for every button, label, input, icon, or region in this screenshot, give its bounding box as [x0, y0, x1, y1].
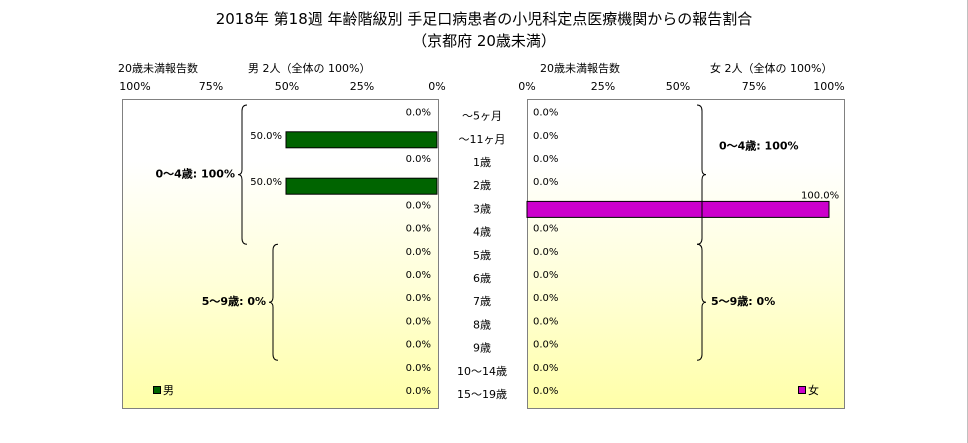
male-summary: 男 2人（全体の 100%） [248, 62, 371, 75]
female-data-label: 100.0% [801, 190, 839, 201]
right-tick-0: 0% [518, 80, 536, 93]
female-data-label: 0.0% [533, 247, 558, 258]
male-data-label: 0.0% [406, 247, 431, 258]
male-group-label: 0～4歳: 100% [155, 167, 235, 181]
male-group-brace [268, 243, 279, 361]
category-label: 9歳 [473, 342, 491, 355]
male-data-label: 0.0% [406, 270, 431, 281]
male-data-label: 0.0% [406, 293, 431, 304]
female-legend-label: 女 [808, 384, 819, 397]
female-plot-area [527, 99, 845, 409]
right-tick-75: 75% [741, 80, 767, 93]
category-label: 2歳 [473, 179, 491, 192]
male-legend-label: 男 [163, 384, 174, 397]
female-legend: 女 [798, 382, 819, 398]
category-label: 1歳 [473, 156, 491, 169]
male-group-brace [237, 104, 248, 245]
male-plot-area [122, 99, 439, 409]
female-group-brace [696, 243, 707, 361]
category-label: 6歳 [473, 272, 491, 285]
left-tick-100: 100% [119, 80, 151, 93]
male-data-label: 0.0% [406, 363, 431, 374]
male-data-label: 0.0% [406, 386, 431, 397]
category-label: 10～14歳 [457, 365, 507, 378]
left-tick-75: 75% [198, 80, 224, 93]
female-data-label: 0.0% [533, 224, 558, 235]
male-data-label: 50.0% [250, 177, 282, 188]
male-data-label: 0.0% [406, 108, 431, 119]
chart-title: 2018年 第18週 年齢階級別 手足口病患者の小児科定点医療機関からの報告割合 [215, 10, 753, 28]
male-group-label: 5～9歳: 0% [202, 294, 266, 308]
female-summary: 女 2人（全体の 100%） [710, 62, 833, 75]
female-data-label: 0.0% [533, 293, 558, 304]
category-label: 15～19歳 [457, 388, 507, 401]
female-group-brace [696, 104, 707, 245]
male-data-label: 0.0% [406, 340, 431, 351]
male-bar [285, 177, 438, 195]
left-tick-0: 0% [428, 80, 446, 93]
female-data-label: 0.0% [533, 154, 558, 165]
male-data-label: 50.0% [250, 131, 282, 142]
male-legend-swatch [153, 386, 161, 394]
category-label: 8歳 [473, 318, 491, 331]
female-data-label: 0.0% [533, 340, 558, 351]
female-group-label: 0～4歳: 100% [719, 139, 799, 153]
female-group-label: 5～9歳: 0% [711, 294, 775, 308]
category-label: 4歳 [473, 226, 491, 239]
category-label: ～11ヶ月 [459, 133, 506, 146]
female-data-label: 0.0% [533, 316, 558, 327]
female-data-label: 0.0% [533, 177, 558, 188]
female-legend-swatch [798, 386, 806, 394]
female-data-label: 0.0% [533, 363, 558, 374]
category-label: 7歳 [473, 295, 491, 308]
chart-subtitle: （京都府 20歳未満） [412, 32, 556, 50]
male-data-label: 0.0% [406, 224, 431, 235]
female-data-label: 0.0% [533, 386, 558, 397]
category-label: ～5ヶ月 [462, 110, 502, 123]
male-data-label: 0.0% [406, 316, 431, 327]
left-tick-50: 50% [274, 80, 300, 93]
female-header: 20歳未満報告数 [540, 62, 620, 75]
female-data-label: 0.0% [533, 270, 558, 281]
female-bar [526, 200, 830, 218]
right-tick-50: 50% [665, 80, 691, 93]
category-label: 5歳 [473, 249, 491, 262]
left-tick-25: 25% [349, 80, 375, 93]
male-legend: 男 [153, 382, 174, 398]
male-header: 20歳未満報告数 [118, 62, 198, 75]
female-data-label: 0.0% [533, 108, 558, 119]
male-data-label: 0.0% [406, 200, 431, 211]
female-data-label: 0.0% [533, 131, 558, 142]
male-data-label: 0.0% [406, 154, 431, 165]
category-label: 3歳 [473, 202, 491, 215]
right-tick-25: 25% [590, 80, 616, 93]
male-bar [285, 131, 438, 149]
right-tick-100: 100% [813, 80, 845, 93]
